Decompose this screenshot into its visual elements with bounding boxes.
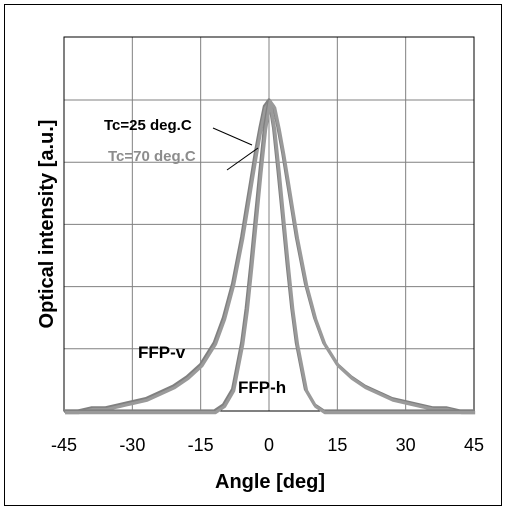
curves: [64, 98, 476, 415]
label-ffp-h: FFP-h: [238, 378, 286, 397]
plot-area: [63, 36, 475, 412]
annotation-leader-70: [226, 147, 259, 171]
x-tick-label: 45: [464, 435, 484, 455]
annotation-leader-25: [212, 127, 253, 146]
label-ffp-v: FFP-v: [138, 343, 186, 362]
x-tick-label: 30: [396, 435, 416, 455]
x-tick-label: 15: [327, 435, 347, 455]
x-tick-labels: -45 -30 -15 0 15 30 45: [51, 435, 484, 455]
grid: [64, 37, 474, 411]
annotation-tc25: Tc=25 deg.C: [104, 117, 192, 134]
y-axis-title: Optical intensity [a.u.]: [36, 120, 58, 329]
chart-frame: [4, 4, 502, 506]
x-tick-label: -45: [51, 435, 77, 455]
x-tick-label: 0: [264, 435, 274, 455]
x-tick-label: -30: [119, 435, 145, 455]
x-axis-title: Angle [deg]: [215, 471, 325, 493]
x-tick-label: -15: [188, 435, 214, 455]
series-line-ffp-h-70: [65, 99, 476, 415]
annotation-tc70: Tc=70 deg.C: [108, 148, 196, 165]
